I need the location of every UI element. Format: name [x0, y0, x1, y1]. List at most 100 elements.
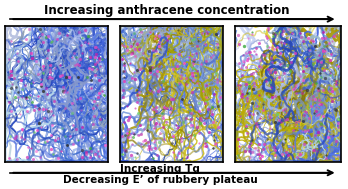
Point — [214, 80, 220, 83]
Point — [300, 120, 306, 123]
Point — [173, 123, 179, 126]
Point — [178, 137, 184, 140]
Point — [139, 30, 144, 33]
Point — [26, 95, 31, 98]
Point — [244, 82, 249, 85]
Point — [156, 141, 161, 144]
Point — [147, 68, 152, 71]
Point — [142, 138, 148, 141]
Point — [64, 143, 70, 146]
Point — [177, 82, 182, 85]
Point — [215, 99, 221, 102]
Point — [160, 114, 166, 117]
Point — [167, 110, 173, 113]
Point — [185, 155, 190, 158]
Point — [87, 156, 93, 159]
Point — [77, 96, 83, 99]
Point — [15, 95, 21, 98]
Point — [197, 110, 202, 113]
Point — [311, 148, 316, 151]
Point — [35, 73, 40, 76]
Point — [135, 96, 141, 99]
Point — [191, 133, 196, 136]
Point — [157, 131, 163, 134]
Point — [245, 109, 251, 112]
Point — [264, 137, 270, 140]
Point — [39, 83, 44, 86]
Point — [19, 127, 25, 130]
Point — [41, 108, 46, 111]
Point — [248, 73, 254, 76]
Point — [19, 128, 25, 131]
Point — [152, 147, 158, 150]
Point — [267, 70, 273, 73]
Point — [255, 149, 260, 152]
Point — [261, 109, 266, 112]
Point — [29, 146, 34, 149]
Point — [153, 121, 159, 124]
Point — [276, 76, 282, 79]
Point — [290, 32, 295, 35]
Point — [260, 103, 266, 106]
Point — [264, 45, 270, 48]
Point — [50, 152, 55, 155]
Point — [187, 145, 192, 148]
Point — [214, 77, 220, 80]
Point — [128, 133, 133, 136]
Point — [154, 69, 159, 72]
Point — [256, 78, 262, 81]
Point — [245, 36, 251, 39]
Point — [271, 48, 277, 51]
Point — [202, 142, 207, 145]
Point — [36, 107, 42, 110]
Point — [205, 32, 210, 35]
Point — [248, 142, 253, 145]
Point — [121, 95, 126, 98]
Point — [250, 138, 255, 141]
Point — [135, 85, 141, 88]
Point — [48, 40, 53, 43]
Point — [55, 38, 60, 41]
Point — [82, 40, 87, 43]
Point — [124, 132, 130, 135]
Point — [321, 49, 326, 52]
Point — [315, 113, 320, 116]
Point — [96, 59, 102, 62]
Point — [119, 134, 125, 137]
Point — [126, 116, 132, 119]
Point — [240, 60, 245, 63]
Point — [24, 96, 29, 99]
Point — [181, 120, 186, 123]
Point — [273, 31, 278, 34]
Point — [45, 77, 51, 80]
Point — [305, 36, 310, 40]
Point — [297, 93, 303, 96]
Point — [314, 110, 319, 113]
Point — [279, 33, 285, 36]
Point — [34, 128, 40, 131]
Point — [82, 29, 88, 32]
Point — [203, 141, 208, 144]
Point — [293, 85, 298, 88]
Point — [286, 147, 291, 150]
Point — [128, 136, 133, 139]
Point — [188, 133, 194, 136]
Point — [191, 37, 197, 40]
Point — [197, 141, 202, 144]
Point — [291, 88, 297, 91]
Point — [253, 69, 259, 72]
Point — [145, 141, 150, 144]
Point — [297, 31, 303, 34]
Point — [327, 87, 333, 90]
Point — [264, 36, 269, 39]
Point — [176, 53, 182, 56]
Point — [146, 125, 152, 128]
Point — [335, 121, 341, 124]
Point — [79, 156, 85, 159]
Point — [258, 65, 264, 68]
Point — [119, 153, 125, 156]
Point — [44, 140, 49, 143]
Point — [29, 81, 34, 84]
Point — [322, 69, 327, 72]
Point — [187, 108, 192, 112]
